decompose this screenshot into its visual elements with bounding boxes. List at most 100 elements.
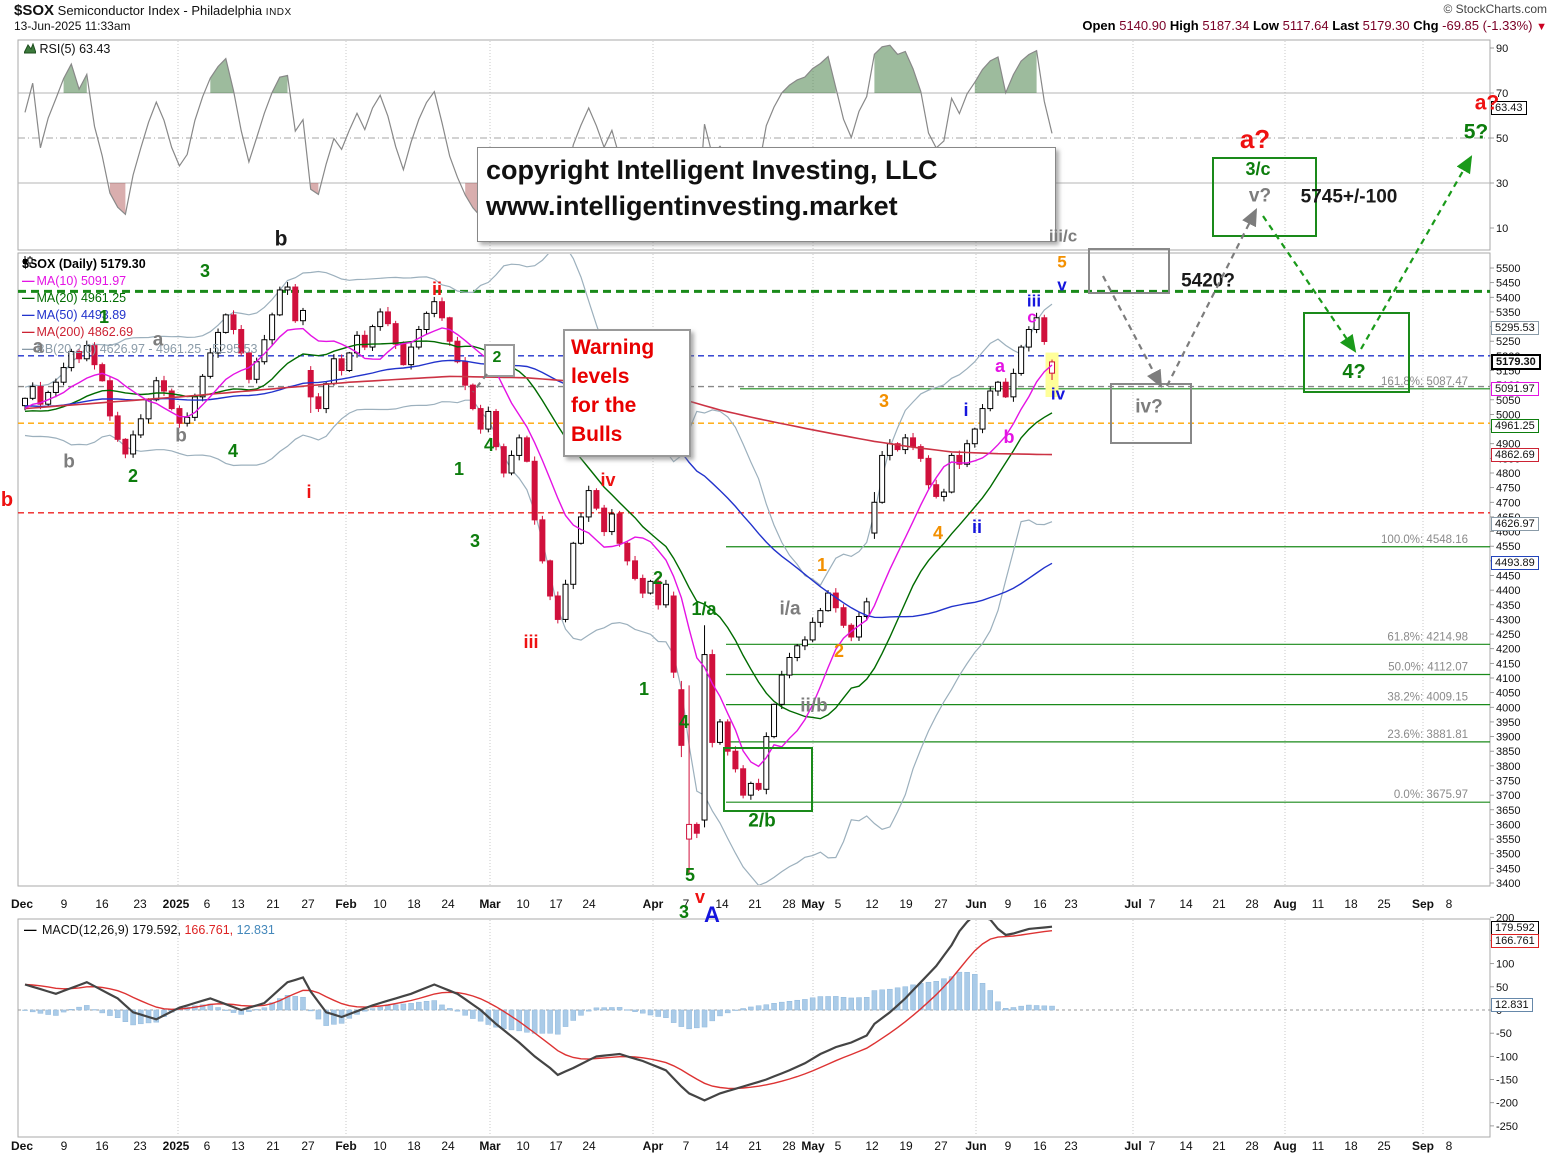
svg-text:-100: -100 xyxy=(1496,1051,1518,1063)
date-tick: Apr xyxy=(642,897,664,911)
wave-label: a xyxy=(152,329,164,351)
wave-label: iii xyxy=(523,632,539,652)
date-tick: 5 xyxy=(834,1139,842,1153)
date-tick: 14 xyxy=(715,897,729,911)
wave-label: 1 xyxy=(453,459,465,479)
wave-label: 5? xyxy=(1463,120,1489,144)
date-tick: Feb xyxy=(335,1139,357,1153)
svg-text:50: 50 xyxy=(1496,982,1508,994)
date-tick: 28 xyxy=(1245,897,1259,911)
svg-text:23.6%: 3881.81: 23.6%: 3881.81 xyxy=(1387,729,1468,741)
macd-signal-value: 166.761, xyxy=(184,923,234,937)
price-legend-main: $SOX (Daily) 5179.30 xyxy=(22,256,146,271)
svg-text:3600: 3600 xyxy=(1496,819,1520,831)
wave-label: 1/a xyxy=(691,599,717,619)
date-tick: 24 xyxy=(441,897,455,911)
wave-label: 4 xyxy=(932,523,944,543)
svg-text:5350: 5350 xyxy=(1496,307,1520,319)
svg-text:5500: 5500 xyxy=(1496,263,1520,275)
wave-label: i xyxy=(963,400,969,420)
date-tick: 16 xyxy=(95,897,109,911)
wave-label: i xyxy=(306,482,312,502)
stockcharts-credit: © StockCharts.com xyxy=(1443,2,1547,16)
open-value: 5140.90 xyxy=(1119,18,1167,33)
date-tick: Jul xyxy=(1124,897,1142,911)
title-line: $SOX Semiconductor Index - Philadelphia … xyxy=(14,2,292,19)
svg-text:4350: 4350 xyxy=(1496,600,1520,612)
svg-text:-150: -150 xyxy=(1496,1075,1518,1087)
wave-label: 3 xyxy=(199,261,211,281)
down-triangle-icon: ▼ xyxy=(1536,21,1547,33)
svg-text:50.0%: 4112.07: 50.0%: 4112.07 xyxy=(1388,661,1468,673)
date-tick: 7 xyxy=(1148,897,1156,911)
date-tick: Jul xyxy=(1124,1139,1142,1153)
annotation-box xyxy=(484,344,515,377)
svg-text:3900: 3900 xyxy=(1496,732,1520,744)
price-tag: 5295.53 xyxy=(1491,321,1539,335)
svg-text:4150: 4150 xyxy=(1496,658,1520,670)
date-tick: 8 xyxy=(1445,1139,1453,1153)
wave-label: ii xyxy=(971,517,983,537)
last-label: Last xyxy=(1332,18,1359,33)
svg-text:-50: -50 xyxy=(1496,1028,1512,1040)
date-tick: Aug xyxy=(1273,897,1297,911)
wave-label: 3/c xyxy=(1245,159,1271,179)
date-tick: 25 xyxy=(1377,1139,1391,1153)
wave-label: v? xyxy=(1248,185,1272,207)
svg-text:38.2%: 4009.15: 38.2%: 4009.15 xyxy=(1387,692,1468,704)
rsi-legend-text: RSI(5) 63.43 xyxy=(39,42,111,56)
date-tick: 28 xyxy=(782,897,796,911)
wave-label: a xyxy=(994,356,1006,376)
chg-value: -69.85 (-1.33%) xyxy=(1442,18,1533,33)
wave-label: 5 xyxy=(684,865,696,885)
wave-label: b xyxy=(1003,427,1015,447)
price-tag: 63.43 xyxy=(1491,101,1527,115)
date-tick: Mar xyxy=(479,897,501,911)
date-axis-middle: Dec 9 16 23 2025 6 13 21 27 Feb 10 18 24 Mar 10 17 24 Apr… xyxy=(0,897,1565,919)
date-tick: 16 xyxy=(1033,897,1047,911)
price-tag: 4862.69 xyxy=(1491,448,1539,462)
date-tick: 18 xyxy=(1344,897,1358,911)
datetime: 13-Jun-2025 11:33am xyxy=(14,19,131,33)
price-legend-bb: — BB(20,2.0) 4626.97 - 4961.25 - 5295.53 xyxy=(22,342,258,356)
date-tick: 16 xyxy=(95,1139,109,1153)
svg-text:5400: 5400 xyxy=(1496,292,1520,304)
date-tick: 12 xyxy=(865,1139,879,1153)
svg-text:-250: -250 xyxy=(1496,1121,1518,1133)
date-tick: 28 xyxy=(782,1139,796,1153)
wave-label: 2 xyxy=(492,349,502,366)
wave-label: iv xyxy=(600,470,616,490)
date-tick: 11 xyxy=(1311,897,1325,911)
svg-text:161.8%: 5087.47: 161.8%: 5087.47 xyxy=(1381,376,1468,388)
rsi-legend: RSI(5) 63.43 xyxy=(24,42,110,56)
price-tag: 12.831 xyxy=(1491,998,1533,1012)
wave-label: 4? xyxy=(1342,361,1366,383)
date-tick: 7 xyxy=(1148,1139,1156,1153)
date-tick: 21 xyxy=(1212,897,1226,911)
wave-label: 4 xyxy=(483,435,495,455)
wave-label: iv xyxy=(1050,384,1066,404)
date-tick: 23 xyxy=(1064,897,1078,911)
date-tick: 5 xyxy=(834,897,842,911)
date-tick: 12 xyxy=(865,897,879,911)
date-tick: Jun xyxy=(965,897,987,911)
svg-text:0.0%: 3675.97: 0.0%: 3675.97 xyxy=(1394,789,1468,801)
date-tick: May xyxy=(801,1139,825,1153)
date-tick: 9 xyxy=(1004,1139,1012,1153)
date-tick: 14 xyxy=(1179,897,1193,911)
svg-text:61.8%: 4214.98: 61.8%: 4214.98 xyxy=(1387,631,1468,643)
warning-line4: Bulls xyxy=(571,422,623,446)
date-tick: 10 xyxy=(373,1139,387,1153)
wave-label: 2 xyxy=(127,466,139,486)
warning-line3: for the xyxy=(571,393,637,417)
candlestick-icon xyxy=(23,256,33,267)
high-value: 5187.34 xyxy=(1202,18,1250,33)
date-tick: Mar xyxy=(479,1139,501,1153)
date-tick: 19 xyxy=(899,897,913,911)
quote-line: Open 5140.90 High 5187.34 Low 5117.64 La… xyxy=(1082,18,1547,33)
date-tick: 23 xyxy=(133,897,147,911)
wave-label: a xyxy=(32,336,44,358)
wave-label: 4 xyxy=(678,712,690,732)
symbol: $SOX xyxy=(14,2,55,19)
date-tick: Aug xyxy=(1273,1139,1297,1153)
